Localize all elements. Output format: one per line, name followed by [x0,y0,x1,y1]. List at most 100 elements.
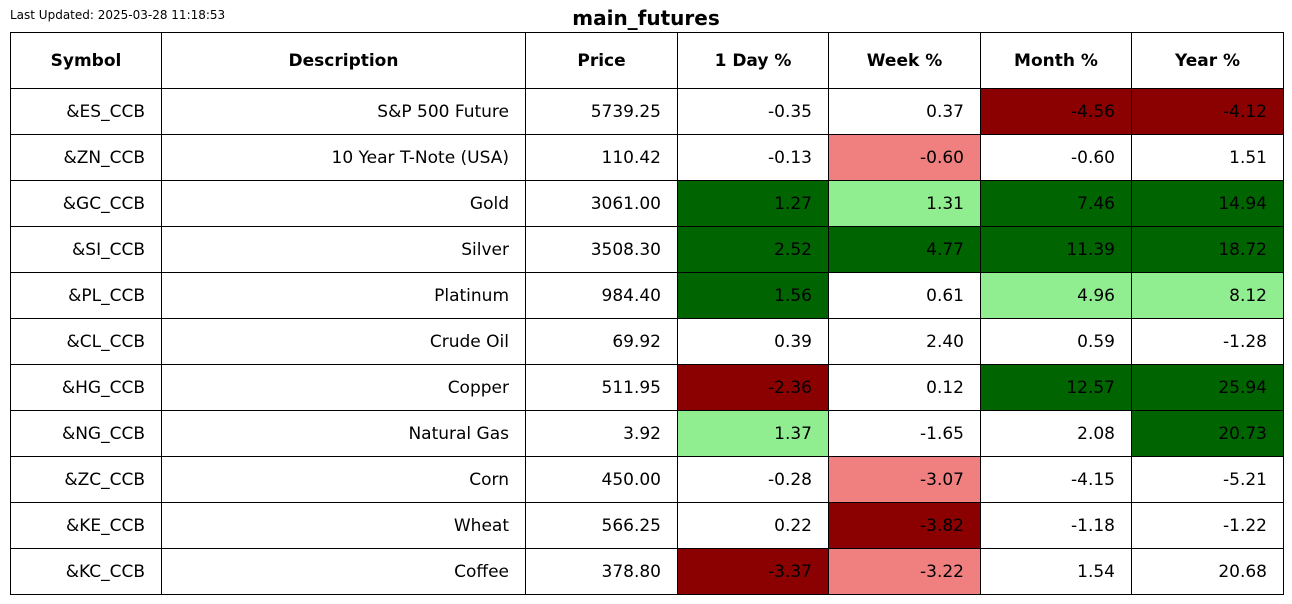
week-pct-cell: -1.65 [828,410,981,457]
year-pct-cell: -1.22 [1131,502,1284,549]
month-pct-cell: -1.18 [980,502,1132,549]
description-cell: Silver [161,226,526,273]
year-pct-cell: 20.68 [1131,548,1284,595]
description-cell: Gold [161,180,526,227]
description-cell: Coffee [161,548,526,595]
day-pct-cell: -3.37 [677,548,829,595]
futures-table: Symbol Description Price 1 Day % Week % … [10,32,1284,595]
week-pct-cell: -3.22 [828,548,981,595]
table-row: &ES_CCB S&P 500 Future 5739.25 -0.35 0.37 -4.… [10,88,1284,135]
day-pct-cell: -2.36 [677,364,829,411]
year-pct-cell: 8.12 [1131,272,1284,319]
symbol-cell: &ZC_CCB [10,456,162,503]
column-header-month-pct: Month % [980,32,1132,89]
table-row: &KC_CCB Coffee 378.80 -3.37 -3.22 1.54 20.68 [10,548,1284,595]
price-cell: 3.92 [525,410,678,457]
symbol-cell: &KE_CCB [10,502,162,549]
price-cell: 450.00 [525,456,678,503]
price-cell: 5739.25 [525,88,678,135]
table-row: &PL_CCB Platinum 984.40 1.56 0.61 4.96 8.12 [10,272,1284,319]
table-row: &ZC_CCB Corn 450.00 -0.28 -3.07 -4.15 -5.21 [10,456,1284,503]
week-pct-cell: 2.40 [828,318,981,365]
description-cell: Crude Oil [161,318,526,365]
table-row: &ZN_CCB 10 Year T-Note (USA) 110.42 -0.13 -0… [10,134,1284,181]
description-cell: S&P 500 Future [161,88,526,135]
month-pct-cell: 12.57 [980,364,1132,411]
description-cell: Platinum [161,272,526,319]
month-pct-cell: -4.56 [980,88,1132,135]
month-pct-cell: 2.08 [980,410,1132,457]
symbol-cell: &NG_CCB [10,410,162,457]
price-cell: 3508.30 [525,226,678,273]
day-pct-cell: 0.22 [677,502,829,549]
table-row: &CL_CCB Crude Oil 69.92 0.39 2.40 0.59 -1.28 [10,318,1284,365]
year-pct-cell: 25.94 [1131,364,1284,411]
day-pct-cell: -0.35 [677,88,829,135]
month-pct-cell: -4.15 [980,456,1132,503]
day-pct-cell: 1.56 [677,272,829,319]
day-pct-cell: 1.27 [677,180,829,227]
table-body: &ES_CCB S&P 500 Future 5739.25 -0.35 0.37 -4.… [10,88,1284,595]
price-cell: 984.40 [525,272,678,319]
day-pct-cell: 0.39 [677,318,829,365]
year-pct-cell: 14.94 [1131,180,1284,227]
year-pct-cell: -1.28 [1131,318,1284,365]
column-header-1-day-pct: 1 Day % [677,32,829,89]
description-cell: Corn [161,456,526,503]
table-row: &NG_CCB Natural Gas 3.92 1.37 -1.65 2.08 20.73 [10,410,1284,457]
day-pct-cell: 2.52 [677,226,829,273]
month-pct-cell: -0.60 [980,134,1132,181]
week-pct-cell: 1.31 [828,180,981,227]
symbol-cell: &SI_CCB [10,226,162,273]
year-pct-cell: -5.21 [1131,456,1284,503]
year-pct-cell: 18.72 [1131,226,1284,273]
week-pct-cell: -0.60 [828,134,981,181]
day-pct-cell: -0.13 [677,134,829,181]
description-cell: Wheat [161,502,526,549]
last-updated-timestamp: Last Updated: 2025-03-28 11:18:53 [10,8,226,22]
price-cell: 511.95 [525,364,678,411]
week-pct-cell: -3.07 [828,456,981,503]
month-pct-cell: 0.59 [980,318,1132,365]
week-pct-cell: 0.61 [828,272,981,319]
symbol-cell: &ES_CCB [10,88,162,135]
header-row: Symbol Description Price 1 Day % Week % … [10,32,1284,89]
day-pct-cell: -0.28 [677,456,829,503]
year-pct-cell: 20.73 [1131,410,1284,457]
month-pct-cell: 7.46 [980,180,1132,227]
table-row: &SI_CCB Silver 3508.30 2.52 4.77 11.39 18.72 [10,226,1284,273]
week-pct-cell: -3.82 [828,502,981,549]
column-header-description: Description [161,32,526,89]
day-pct-cell: 1.37 [677,410,829,457]
description-cell: 10 Year T-Note (USA) [161,134,526,181]
column-header-price: Price [525,32,678,89]
column-header-week-pct: Week % [828,32,981,89]
symbol-cell: &HG_CCB [10,364,162,411]
price-cell: 566.25 [525,502,678,549]
column-header-symbol: Symbol [10,32,162,89]
description-cell: Copper [161,364,526,411]
description-cell: Natural Gas [161,410,526,457]
price-cell: 110.42 [525,134,678,181]
week-pct-cell: 4.77 [828,226,981,273]
column-header-year-pct: Year % [1131,32,1284,89]
symbol-cell: &GC_CCB [10,180,162,227]
table-header: Symbol Description Price 1 Day % Week % … [10,32,1284,89]
year-pct-cell: 1.51 [1131,134,1284,181]
week-pct-cell: 0.12 [828,364,981,411]
table-row: &GC_CCB Gold 3061.00 1.27 1.31 7.46 14.94 [10,180,1284,227]
year-pct-cell: -4.12 [1131,88,1284,135]
month-pct-cell: 11.39 [980,226,1132,273]
price-cell: 378.80 [525,548,678,595]
symbol-cell: &CL_CCB [10,318,162,365]
symbol-cell: &KC_CCB [10,548,162,595]
table-row: &KE_CCB Wheat 566.25 0.22 -3.82 -1.18 -1.22 [10,502,1284,549]
month-pct-cell: 1.54 [980,548,1132,595]
symbol-cell: &ZN_CCB [10,134,162,181]
price-cell: 69.92 [525,318,678,365]
table-title: main_futures [572,6,720,30]
week-pct-cell: 0.37 [828,88,981,135]
symbol-cell: &PL_CCB [10,272,162,319]
month-pct-cell: 4.96 [980,272,1132,319]
table-row: &HG_CCB Copper 511.95 -2.36 0.12 12.57 25.94 [10,364,1284,411]
